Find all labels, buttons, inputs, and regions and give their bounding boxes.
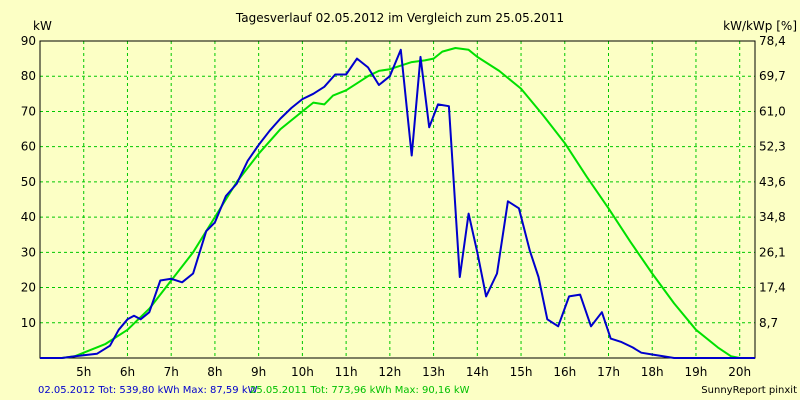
x-tick-label: 8h bbox=[207, 365, 222, 379]
x-tick-label: 14h bbox=[466, 365, 489, 379]
y-left-tick-label: 80 bbox=[21, 69, 36, 83]
y-left-tick-label: 60 bbox=[21, 140, 36, 154]
y-axis-right-label: kW/kWp [%] bbox=[723, 19, 797, 33]
x-tick-label: 7h bbox=[164, 365, 179, 379]
y-right-tick-label: 69,7 bbox=[759, 69, 786, 83]
y-left-tick-label: 40 bbox=[21, 210, 36, 224]
series-line-0 bbox=[40, 48, 755, 359]
legend-series-1-summary: 25.05.2011 Tot: 773,96 kWh Max: 90,16 kW bbox=[250, 385, 470, 396]
x-tick-label: 17h bbox=[597, 365, 620, 379]
y-right-tick-label: 52,3 bbox=[759, 140, 786, 154]
y-right-tick-label: 61,0 bbox=[759, 104, 786, 118]
y-left-tick-label: 10 bbox=[21, 316, 36, 330]
x-tick-label: 13h bbox=[422, 365, 445, 379]
legend-series-0-summary: 02.05.2012 Tot: 539,80 kWh Max: 87,59 kW bbox=[38, 385, 258, 396]
x-tick-label: 18h bbox=[641, 365, 664, 379]
x-tick-label: 15h bbox=[510, 365, 533, 379]
y-axis-left-label: kW bbox=[33, 19, 52, 33]
y-right-tick-label: 34,8 bbox=[759, 210, 786, 224]
brand-label: SunnyReport pinxit bbox=[701, 385, 797, 396]
x-tick-label: 5h bbox=[76, 365, 91, 379]
x-tick-label: 10h bbox=[291, 365, 314, 379]
y-left-tick-label: 90 bbox=[21, 34, 36, 48]
y-left-tick-label: 20 bbox=[21, 281, 36, 295]
y-left-tick-label: 70 bbox=[21, 104, 36, 118]
x-tick-label: 6h bbox=[120, 365, 135, 379]
y-right-tick-label: 26,1 bbox=[759, 245, 786, 259]
x-tick-label: 11h bbox=[335, 365, 358, 379]
y-right-tick-label: 8,7 bbox=[759, 316, 778, 330]
x-tick-label: 20h bbox=[728, 365, 751, 379]
y-right-tick-label: 78,4 bbox=[759, 34, 786, 48]
plot-frame bbox=[39, 40, 756, 359]
y-left-tick-label: 30 bbox=[21, 245, 36, 259]
x-tick-label: 19h bbox=[685, 365, 708, 379]
series-line-1 bbox=[40, 47, 755, 359]
y-left-tick-label: 50 bbox=[21, 175, 36, 189]
tick-layer: 5h 6h 7h 8h 9h 10h 11h 12h 13h 14h 15h 16h 17h 18h 19h… bbox=[21, 34, 786, 379]
series-layer bbox=[40, 47, 755, 359]
x-tick-label: 16h bbox=[553, 365, 576, 379]
x-tick-label: 9h bbox=[251, 365, 266, 379]
y-right-tick-label: 17,4 bbox=[759, 281, 786, 295]
y-right-tick-label: 43,6 bbox=[759, 175, 786, 189]
chart-title: Tagesverlauf 02.05.2012 im Vergleich zum… bbox=[235, 11, 564, 25]
x-tick-label: 12h bbox=[378, 365, 401, 379]
